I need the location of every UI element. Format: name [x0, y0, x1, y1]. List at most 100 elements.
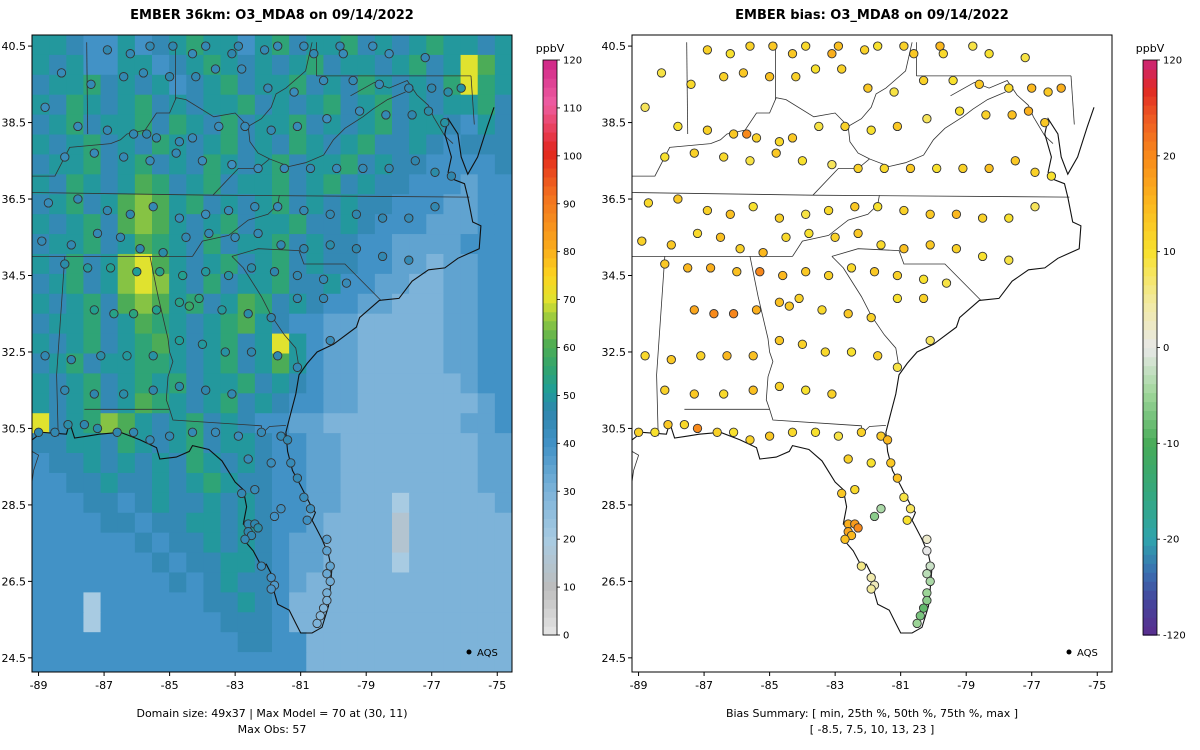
model-grid-cell	[186, 612, 205, 633]
y-tick-label: 28.5	[602, 499, 627, 512]
model-grid-cell	[409, 512, 427, 534]
model-grid-cell	[357, 253, 376, 275]
aqs-station-point	[269, 267, 280, 277]
aqs-station-point	[977, 251, 988, 262]
model-grid-cell	[357, 313, 376, 335]
model-grid-cell	[306, 234, 325, 255]
model-grid-cell	[66, 433, 85, 454]
state-border-line	[792, 195, 880, 257]
x-tick-label: -89	[630, 679, 648, 692]
model-grid-cell	[254, 134, 273, 156]
colorbar-slice	[543, 77, 557, 88]
model-grid-cell	[186, 313, 205, 335]
colorbar-slice	[1143, 176, 1157, 187]
colorbar-slice	[1143, 320, 1157, 331]
model-grid-cell	[426, 492, 445, 514]
model-grid-cell	[169, 154, 187, 175]
aqs-station-point	[151, 305, 162, 315]
model-grid-cell	[477, 293, 496, 315]
aqs-station-point	[932, 163, 942, 174]
colorbar-slice	[1143, 284, 1157, 295]
model-grid-cell	[409, 214, 427, 235]
model-grid-cell	[100, 612, 119, 633]
aqs-station-point	[446, 171, 457, 181]
model-grid-cell	[494, 174, 512, 195]
aqs-station-point	[981, 110, 991, 120]
model-grid-cell	[49, 174, 67, 195]
model-grid-cell	[443, 313, 462, 335]
model-grid-cell	[409, 652, 427, 672]
aqs-station-point	[227, 159, 237, 170]
model-grid-cell	[426, 512, 445, 534]
aqs-station-point	[778, 270, 788, 281]
colorbar-slice	[543, 203, 557, 214]
model-grid-cell	[220, 373, 239, 394]
model-grid-cell	[203, 552, 222, 574]
aqs-station-point	[1004, 83, 1014, 93]
model-grid-cell	[152, 74, 170, 96]
model-grid-cell	[220, 632, 239, 653]
aqs-station-point	[735, 244, 745, 254]
aqs-station-point	[184, 301, 194, 311]
model-grid-cell	[203, 35, 222, 56]
model-grid-cell	[49, 612, 67, 633]
model-grid-cell	[100, 453, 119, 474]
model-grid-cell	[443, 194, 462, 215]
aqs-station-point	[253, 228, 263, 239]
colorbar-slice	[1143, 500, 1157, 510]
model-grid-cell	[49, 234, 67, 255]
model-grid-cell	[340, 453, 359, 474]
model-grid-cell	[374, 333, 393, 355]
model-grid-cell	[494, 353, 512, 375]
colorbar-slice	[543, 590, 557, 600]
model-grid-cell	[306, 572, 325, 593]
model-grid-cell	[66, 214, 85, 235]
aqs-station-point	[922, 588, 932, 598]
model-grid-cell	[83, 632, 102, 653]
colorbar-slice	[543, 617, 557, 627]
model-grid-cell	[409, 492, 427, 514]
aqs-station-point	[748, 385, 758, 395]
aqs-station-point	[941, 278, 952, 288]
model-grid-cell	[220, 54, 239, 76]
model-grid-cell	[134, 612, 153, 633]
model-grid-cell	[392, 54, 410, 76]
model-grid-cell	[186, 194, 205, 215]
model-grid-cell	[203, 572, 222, 593]
model-grid-cell	[272, 333, 290, 355]
bias-caption-line1: Bias Summary: [ min, 25th %, 50th %, 75t…	[726, 707, 1018, 720]
model-grid-cell	[66, 532, 85, 554]
model-grid-cell	[443, 293, 462, 315]
aqs-station-point	[214, 121, 224, 132]
model-grid-cell	[426, 174, 445, 195]
aqs-station-point	[174, 381, 185, 392]
colorbar-slice	[1143, 212, 1157, 223]
aqs-station-point	[197, 156, 208, 166]
model-grid-cell	[220, 94, 239, 116]
model-grid-cell	[477, 492, 496, 514]
aqs-station-point	[56, 68, 67, 78]
model-grid-cell	[134, 512, 153, 534]
x-tick-label: -81	[892, 679, 910, 692]
model-grid-cell	[272, 273, 290, 295]
model-grid-cell	[392, 333, 410, 355]
model-grid-cell	[83, 353, 102, 375]
model-grid-cell	[254, 532, 273, 554]
model-grid-cell	[392, 652, 410, 672]
model-grid-cell	[460, 313, 479, 335]
aqs-station-point	[128, 427, 139, 437]
aqs-station-point	[784, 301, 794, 311]
model-grid-cell	[134, 134, 153, 156]
aqs-station-point	[873, 202, 883, 212]
model-grid-cell	[392, 413, 410, 434]
aqs-station-point	[348, 75, 358, 86]
model-grid-cell	[443, 552, 462, 574]
aqs-station-point	[918, 75, 929, 86]
colorbar-slice	[543, 608, 557, 618]
aqs-station-point	[801, 267, 811, 277]
model-grid-cell	[186, 472, 205, 494]
aqs-station-point	[253, 163, 263, 174]
model-grid-cell	[392, 273, 410, 295]
colorbar-tick-label: 100	[563, 151, 582, 162]
model-grid-cell	[477, 333, 496, 355]
